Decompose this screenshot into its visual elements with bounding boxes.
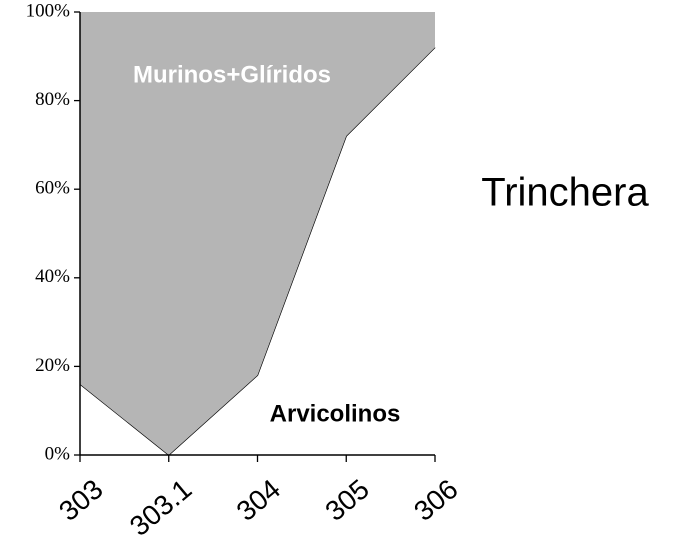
x-tick-label: 305 <box>319 473 375 527</box>
x-tick-label: 304 <box>230 473 286 527</box>
y-tick-label: 0% <box>45 443 71 464</box>
series-label: Arvicolinos <box>270 400 401 427</box>
series-label: Murinos+Glíridos <box>133 61 331 88</box>
y-tick-label: 80% <box>35 89 70 110</box>
x-tick-label: 306 <box>408 473 464 527</box>
area <box>80 47 435 455</box>
y-tick-label: 20% <box>35 355 70 376</box>
chart-title: Trinchera <box>481 171 649 215</box>
x-tick-label: 303.1 <box>124 473 198 536</box>
y-tick-label: 60% <box>35 178 70 199</box>
y-tick-label: 100% <box>26 0 71 21</box>
area <box>80 12 435 455</box>
y-tick-label: 40% <box>35 266 70 287</box>
x-tick-label: 303 <box>53 473 109 527</box>
